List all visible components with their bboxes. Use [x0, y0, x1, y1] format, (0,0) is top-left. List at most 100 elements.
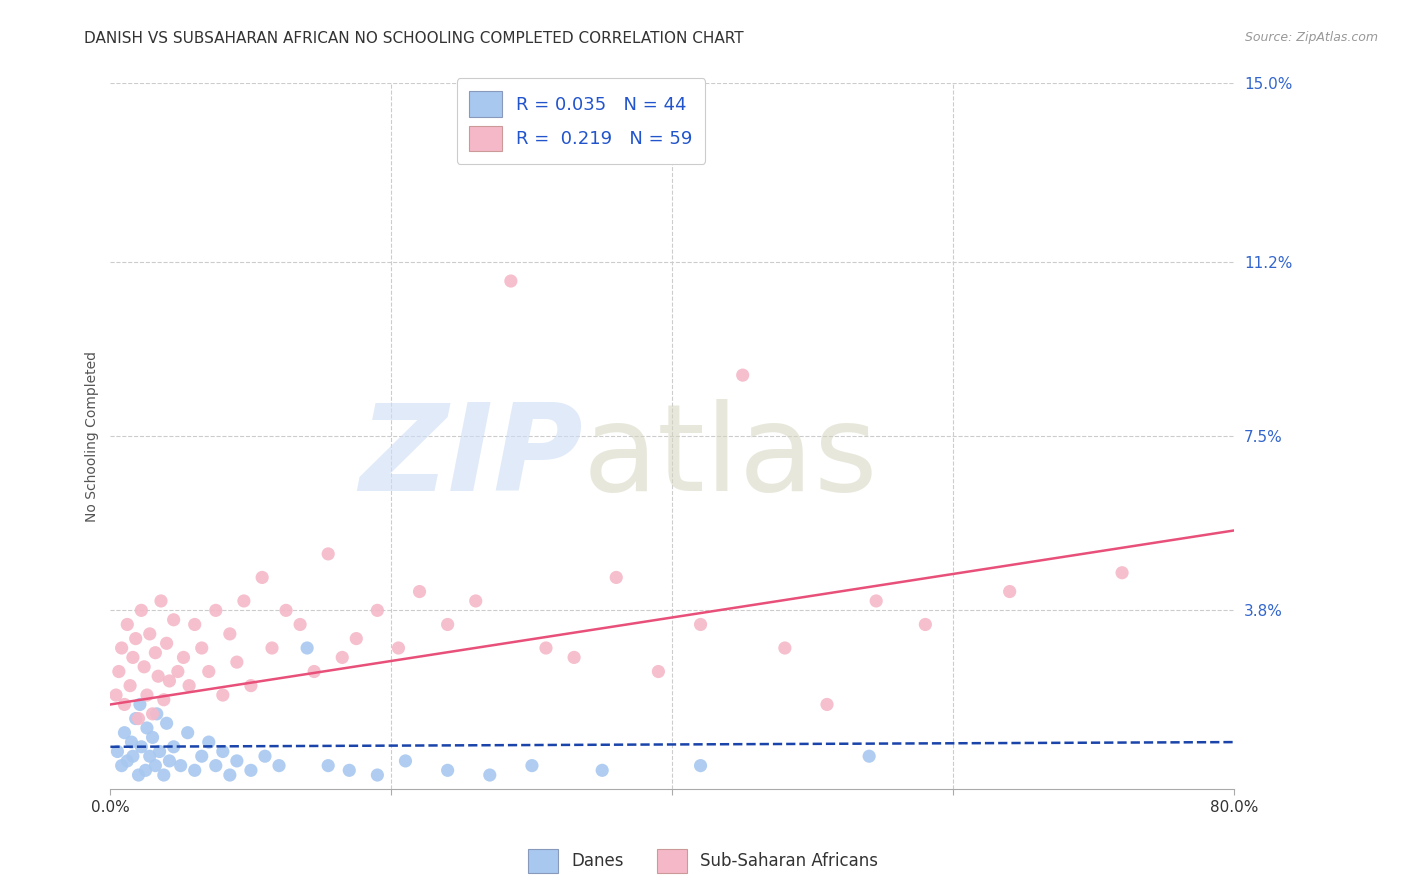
Point: [162, 739, 184, 754]
Point: [520, 758, 543, 772]
Point: [176, 725, 198, 739]
Point: [166, 665, 188, 679]
Point: [159, 673, 181, 688]
Point: [316, 547, 339, 561]
Point: [591, 764, 613, 778]
Point: [998, 584, 1021, 599]
Point: [156, 716, 179, 731]
Text: ZIP: ZIP: [359, 399, 582, 516]
Point: [260, 640, 283, 655]
Point: [190, 640, 212, 655]
Text: Source: ZipAtlas.com: Source: ZipAtlas.com: [1244, 31, 1378, 45]
Point: [858, 749, 880, 764]
Point: [914, 617, 936, 632]
Point: [121, 735, 143, 749]
Point: [108, 665, 131, 679]
Point: [731, 368, 754, 383]
Point: [267, 758, 290, 772]
Point: [211, 744, 233, 758]
Point: [183, 764, 205, 778]
Point: [408, 584, 430, 599]
Point: [394, 754, 416, 768]
Point: [139, 749, 162, 764]
Point: [330, 650, 353, 665]
Point: [142, 731, 165, 745]
Point: [211, 688, 233, 702]
Point: [316, 758, 339, 772]
Point: [250, 570, 273, 584]
Point: [605, 570, 627, 584]
Point: [387, 640, 409, 655]
Point: [464, 594, 486, 608]
Point: [183, 617, 205, 632]
Point: [436, 617, 458, 632]
Point: [337, 764, 360, 778]
Point: [145, 758, 167, 772]
Text: atlas: atlas: [582, 399, 879, 516]
Point: [125, 712, 148, 726]
Point: [128, 768, 150, 782]
Point: [129, 698, 152, 712]
Y-axis label: No Schooling Completed: No Schooling Completed: [86, 351, 100, 522]
Legend: R = 0.035   N = 44, R =  0.219   N = 59: R = 0.035 N = 44, R = 0.219 N = 59: [457, 78, 706, 164]
Point: [120, 679, 142, 693]
Point: [534, 640, 557, 655]
Point: [647, 665, 669, 679]
Point: [366, 603, 388, 617]
Point: [149, 744, 172, 758]
Point: [136, 721, 159, 735]
Point: [239, 764, 262, 778]
Point: [366, 768, 388, 782]
Point: [111, 640, 134, 655]
Point: [122, 650, 145, 665]
Point: [253, 749, 276, 764]
Point: [114, 725, 136, 739]
Point: [218, 768, 240, 782]
Point: [125, 632, 148, 646]
Point: [689, 758, 711, 772]
Point: [197, 665, 219, 679]
Point: [107, 744, 129, 758]
Point: [153, 768, 176, 782]
Point: [145, 646, 167, 660]
Point: [815, 698, 838, 712]
Point: [218, 627, 240, 641]
Point: [177, 679, 200, 693]
Point: [111, 758, 134, 772]
Point: [131, 739, 153, 754]
Point: [156, 636, 179, 650]
Point: [148, 669, 170, 683]
Point: [239, 679, 262, 693]
Point: [159, 754, 181, 768]
Point: [344, 632, 367, 646]
Point: [131, 603, 153, 617]
Point: [162, 613, 184, 627]
Point: [172, 650, 194, 665]
Point: [295, 640, 318, 655]
Point: [128, 712, 150, 726]
Point: [274, 603, 297, 617]
Point: [288, 617, 311, 632]
Point: [139, 627, 162, 641]
Point: [302, 665, 325, 679]
Point: [153, 692, 176, 706]
Point: [117, 617, 139, 632]
Point: [225, 754, 247, 768]
Point: [142, 706, 165, 721]
Point: [122, 749, 145, 764]
Point: [190, 749, 212, 764]
Point: [146, 706, 169, 721]
Point: [1111, 566, 1133, 580]
Point: [436, 764, 458, 778]
Point: [114, 698, 136, 712]
Point: [197, 735, 219, 749]
Point: [134, 660, 156, 674]
Point: [135, 764, 157, 778]
Point: [105, 688, 128, 702]
Point: [117, 754, 139, 768]
Point: [204, 758, 226, 772]
Point: [773, 640, 796, 655]
Point: [136, 688, 159, 702]
Point: [499, 274, 522, 288]
Text: DANISH VS SUBSAHARAN AFRICAN NO SCHOOLING COMPLETED CORRELATION CHART: DANISH VS SUBSAHARAN AFRICAN NO SCHOOLIN…: [84, 31, 744, 46]
